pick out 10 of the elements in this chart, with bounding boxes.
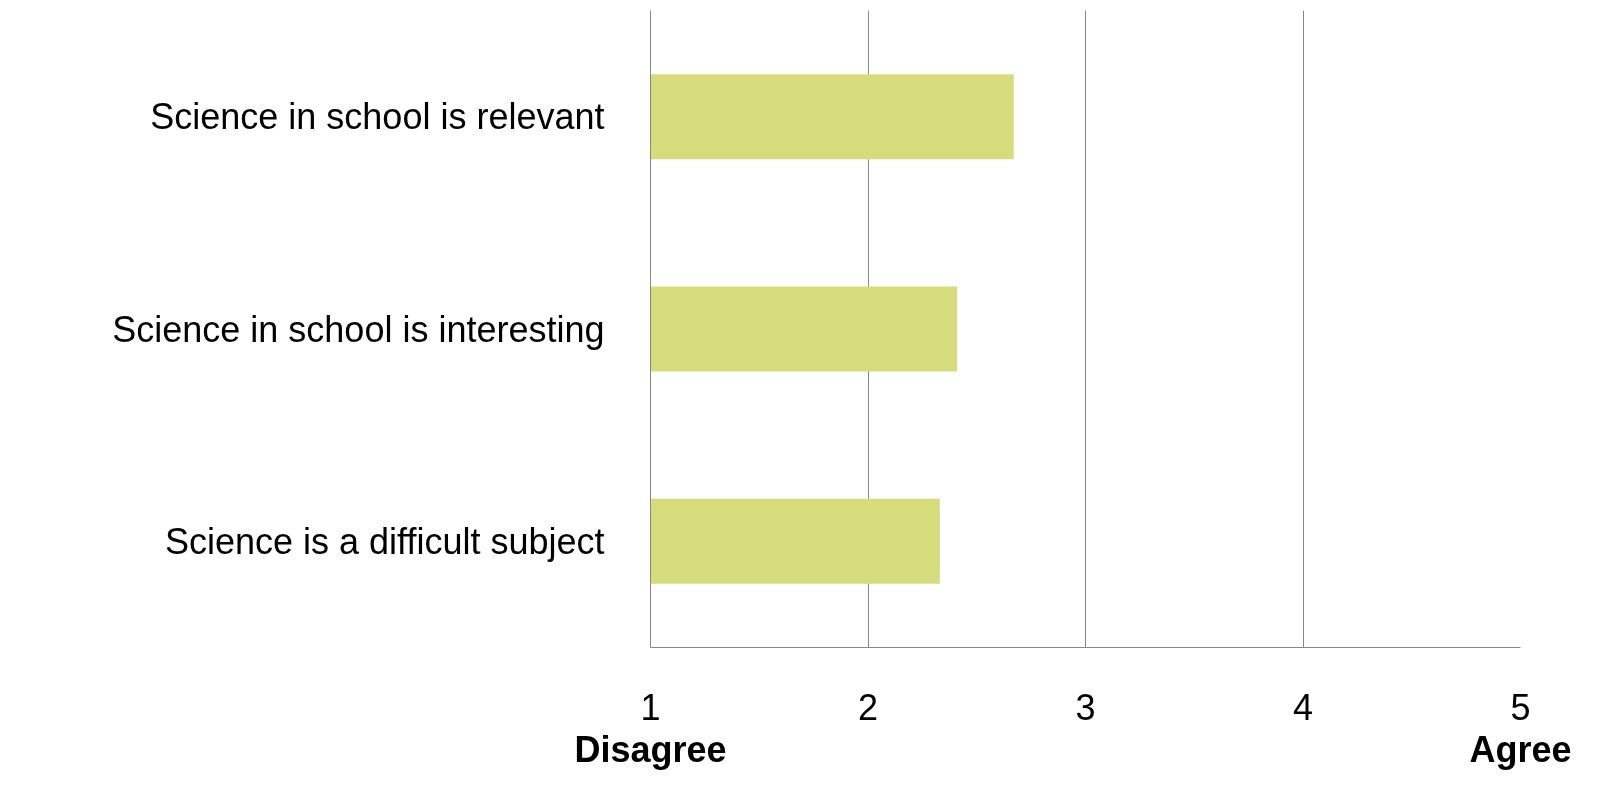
text: Agree bbox=[1469, 728, 1572, 770]
x-tick-label: 2 bbox=[857, 686, 879, 728]
x-tick-label: 4 bbox=[1292, 686, 1314, 728]
y-tick-label: Science is a difficult subject bbox=[164, 520, 605, 562]
y-tick-label: Science in school is relevant bbox=[150, 96, 605, 138]
y-tick-label: Science in school is interesting bbox=[112, 308, 605, 350]
x-tick-label: 5 bbox=[1510, 686, 1531, 728]
text: Disagree bbox=[574, 728, 727, 770]
x-tick-label: 1 bbox=[640, 686, 661, 728]
x-tick-label: 3 bbox=[1075, 686, 1096, 728]
